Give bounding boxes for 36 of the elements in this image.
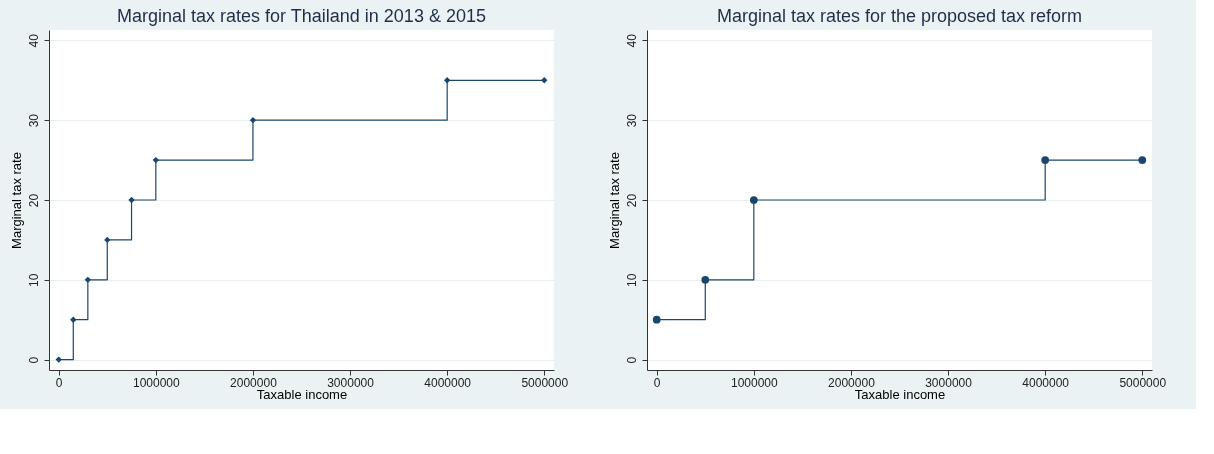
point — [444, 77, 451, 84]
y-tick-label: 30 — [26, 113, 41, 128]
y-tick-label: 40 — [624, 33, 639, 48]
point — [1138, 156, 1147, 164]
point — [749, 196, 758, 204]
y-tick-label: 20 — [624, 193, 639, 208]
point — [1041, 156, 1050, 164]
point — [104, 236, 111, 244]
y-axis-title: Marginal tax rate — [606, 152, 622, 249]
point — [84, 276, 92, 283]
y-axis-title: Marginal tax rate — [8, 152, 24, 249]
x-tick-label: 1000000 — [132, 375, 181, 390]
point — [701, 275, 710, 284]
y-tick-label: 40 — [26, 33, 41, 48]
y-tick-label: 10 — [26, 273, 41, 287]
x-tick-label: 4000000 — [1022, 375, 1070, 390]
x-tick-label: 1000000 — [730, 375, 779, 390]
x-tick-label: 0 — [653, 375, 661, 390]
chart-title: Marginal tax rates for the proposed tax reform — [716, 6, 1083, 26]
y-tick-label: 30 — [624, 113, 639, 128]
x-tick-label: 5000000 — [521, 375, 569, 390]
point — [152, 156, 159, 164]
y-tick-label: 20 — [26, 193, 41, 208]
chart-title: Marginal tax rates for Thailand in 2013 & 2015 — [117, 6, 486, 26]
point — [249, 117, 257, 124]
x-tick-label: 4000000 — [424, 375, 472, 390]
x-tick-label: 5000000 — [1119, 375, 1167, 390]
x-tick-label: 0 — [55, 375, 63, 390]
y-tick-label: 0 — [26, 356, 41, 364]
y-tick-label: 10 — [624, 273, 639, 287]
point — [70, 316, 77, 323]
y-tick-label: 0 — [624, 356, 639, 364]
point — [652, 315, 661, 324]
point — [541, 77, 548, 84]
point — [128, 196, 135, 204]
point — [55, 356, 62, 363]
